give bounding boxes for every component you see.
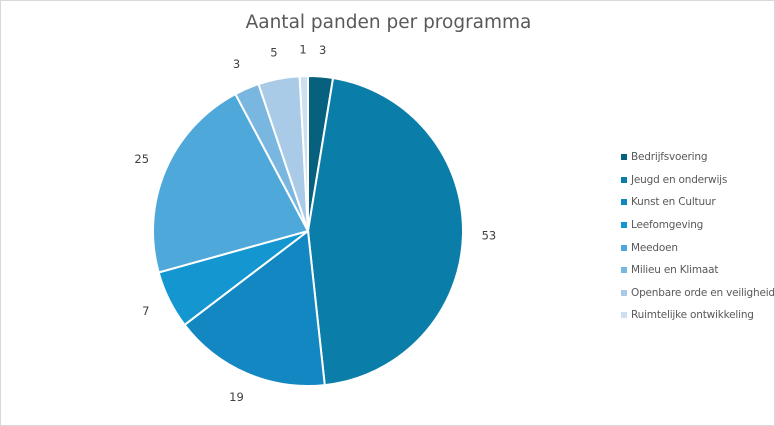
legend-item-jeugd-en-onderwijs: Jeugd en onderwijs — [621, 169, 774, 192]
chart-legend: Bedrijfsvoering Jeugd en onderwijs Kunst e… — [621, 146, 775, 327]
legend-item-meedoen: Meedoen — [621, 236, 774, 259]
legend-item-kunst-en-cultuur: Kunst en Cultuur — [621, 191, 774, 214]
legend-swatch — [621, 154, 627, 161]
legend-label: Leefomgeving — [631, 219, 704, 232]
pie-data-labels: 3 53 19 7 25 3 5 1 — [134, 43, 496, 404]
legend-label: Kunst en Cultuur — [631, 196, 716, 209]
legend-swatch — [621, 289, 627, 296]
legend-label: Meedoen — [631, 241, 678, 254]
data-label-leefomgeving: 7 — [142, 304, 149, 318]
data-label-jeugd-en-onderwijs: 53 — [482, 228, 497, 242]
legend-swatch — [621, 267, 627, 274]
pie-slices — [152, 74, 465, 387]
legend-item-leefomgeving: Leefomgeving — [621, 214, 774, 237]
legend-label: Ruimtelijke ontwikkeling — [631, 309, 754, 322]
legend-item-milieu-en-klimaat: Milieu en Klimaat — [621, 259, 774, 282]
data-label-kunst-en-cultuur: 19 — [229, 390, 244, 404]
pie-slice-meedoen — [152, 92, 310, 274]
pie-slice-ruimtelijke-ontwikkeling — [298, 74, 309, 232]
legend-label: Openbare orde en veiligheid — [631, 286, 775, 299]
legend-item-bedrijfsvoering: Bedrijfsvoering — [621, 146, 774, 169]
legend-swatch — [621, 244, 627, 251]
pie-slice-jeugd-en-onderwijs — [306, 76, 465, 387]
legend-label: Bedrijfsvoering — [631, 151, 708, 164]
legend-swatch — [621, 176, 627, 183]
data-label-bedrijfsvoering: 3 — [319, 43, 326, 57]
legend-item-ruimtelijke-ontwikkeling: Ruimtelijke ontwikkeling — [621, 304, 774, 327]
legend-label: Jeugd en onderwijs — [631, 173, 728, 186]
legend-swatch — [621, 199, 627, 206]
chart-title: Aantal panden per programma — [245, 12, 532, 33]
pie-slice-kunst-en-cultuur — [183, 229, 326, 387]
legend-label: Milieu en Klimaat — [631, 264, 719, 277]
data-label-openbare-orde-en-veiligheid: 5 — [270, 46, 277, 60]
legend-swatch — [621, 312, 627, 319]
data-label-ruimtelijke-ontwikkeling: 1 — [299, 43, 306, 57]
data-label-meedoen: 25 — [134, 152, 149, 166]
data-label-milieu-en-klimaat: 3 — [233, 57, 240, 71]
legend-item-openbare-orde-en-veiligheid: Openbare orde en veiligheid — [621, 282, 775, 305]
legend-swatch — [621, 222, 627, 229]
